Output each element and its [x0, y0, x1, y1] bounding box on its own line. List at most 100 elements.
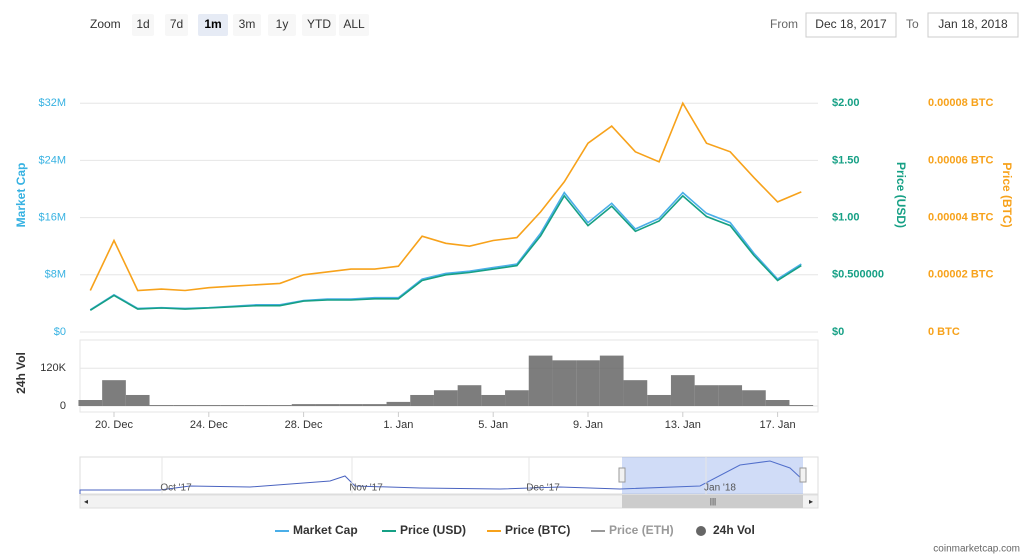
volume-bar: [528, 355, 553, 406]
volume-bar: [268, 405, 292, 406]
volume-bar: [647, 394, 671, 406]
volume-bar: [410, 394, 434, 406]
x-tick-label: 17. Jan: [760, 419, 796, 431]
from-label: From: [770, 17, 798, 31]
scrollbar-grip: |||: [710, 497, 716, 506]
series-line: [89, 194, 802, 311]
x-tick-label: 13. Jan: [665, 419, 701, 431]
volume-bar: [576, 360, 600, 406]
credit: coinmarketcap.com: [933, 544, 1020, 555]
volume-bar: [196, 405, 221, 406]
zoom-button[interactable]: [268, 14, 296, 36]
y-tick-label: $24M: [38, 154, 66, 166]
zoom-button[interactable]: [302, 14, 336, 36]
volume-bar: [694, 385, 719, 406]
zoom-button[interactable]: [233, 14, 261, 36]
volume-bar: [742, 390, 766, 406]
navigator-frame: [79, 456, 819, 495]
y3-axis-title: Price (BTC): [1000, 162, 1014, 227]
legend-label[interactable]: Price (ETH): [609, 523, 674, 537]
scrollbar-thumb[interactable]: [622, 495, 803, 508]
y2-tick-label: $1.50: [832, 154, 860, 166]
series-line: [89, 191, 802, 311]
zoom-button[interactable]: [339, 14, 369, 36]
y3-tick-label: 0.00004 BTC: [928, 212, 993, 224]
zoom-button[interactable]: [132, 14, 154, 36]
navigator-line: [79, 460, 804, 494]
legend-symbol[interactable]: [696, 526, 706, 536]
y2-tick-label: $0.500000: [832, 269, 884, 281]
volume-bar: [244, 405, 269, 406]
volume-tick-label: 120K: [40, 362, 66, 374]
zoom-button-label[interactable]: 1m: [204, 17, 221, 31]
volume-bar: [789, 405, 814, 406]
navigator-handle[interactable]: [618, 467, 626, 483]
navigator-label: Oct '17: [160, 483, 192, 494]
volume-bar: [623, 380, 648, 406]
volume-bar: [552, 360, 577, 406]
volume-bar: [220, 405, 245, 406]
volume-bar: [505, 390, 529, 406]
y2-axis-title: Price (USD): [894, 162, 908, 228]
zoom-button-label[interactable]: YTD: [307, 17, 331, 31]
volume-bar: [481, 394, 506, 406]
y2-tick-label: $1.00: [832, 212, 860, 224]
y-tick-label: $32M: [38, 97, 66, 109]
zoom-button[interactable]: [165, 14, 188, 36]
x-tick-label: 24. Dec: [190, 419, 228, 431]
y-tick-label: $8M: [45, 269, 66, 281]
scroll-left[interactable]: ◂: [84, 497, 88, 506]
zoom-button-label[interactable]: 1y: [276, 17, 289, 31]
y3-tick-label: 0 BTC: [928, 326, 960, 338]
volume-bar: [315, 404, 340, 406]
legend-label[interactable]: Price (USD): [400, 523, 466, 537]
volume-bar: [102, 380, 126, 406]
legend-label[interactable]: Market Cap: [293, 523, 358, 537]
volume-bar: [599, 355, 624, 406]
volume-bar: [291, 404, 316, 406]
volume-tick-label: 0: [60, 400, 66, 412]
y2-tick-label: $0: [832, 326, 844, 338]
volume-bar: [670, 375, 695, 406]
volume-bar: [433, 390, 458, 406]
navigator-handle[interactable]: [799, 467, 807, 483]
zoom-button-label[interactable]: 1d: [136, 17, 149, 31]
from-input[interactable]: [805, 12, 897, 38]
x-tick-label: 9. Jan: [573, 419, 603, 431]
volume-bar: [718, 385, 743, 406]
y-axis-title: Market Cap: [14, 163, 28, 228]
y2-tick-label: $2.00: [832, 97, 860, 109]
legend-label[interactable]: 24h Vol: [713, 523, 755, 537]
to-label: To: [906, 17, 919, 31]
x-tick-label: 20. Dec: [95, 419, 133, 431]
scroll-right[interactable]: ▸: [809, 497, 813, 506]
navigator-label: Nov '17: [349, 483, 383, 494]
volume-frame: [79, 339, 819, 413]
volume-bar: [362, 404, 387, 406]
zoom-button[interactable]: [198, 14, 228, 36]
to-value[interactable]: Jan 18, 2018: [938, 17, 1008, 31]
y-tick-label: $16M: [38, 212, 66, 224]
zoom-label: Zoom: [90, 17, 121, 31]
navigator-label: Dec '17: [526, 483, 560, 494]
volume-axis-title: 24h Vol: [14, 352, 28, 394]
volume-bar: [457, 385, 482, 406]
from-value[interactable]: Dec 18, 2017: [815, 17, 887, 31]
legend-label[interactable]: Price (BTC): [505, 523, 570, 537]
series-line: [89, 101, 802, 292]
y3-tick-label: 0.00008 BTC: [928, 97, 993, 109]
volume-bar: [173, 405, 197, 406]
zoom-button-label[interactable]: 7d: [170, 17, 183, 31]
y3-tick-label: 0.00006 BTC: [928, 154, 993, 166]
zoom-button-label[interactable]: ALL: [343, 17, 365, 31]
to-input[interactable]: [927, 12, 1019, 38]
x-tick-label: 28. Dec: [285, 419, 323, 431]
volume-bar: [78, 400, 103, 406]
zoom-button-label[interactable]: 3m: [239, 17, 256, 31]
navigator-selection[interactable]: [622, 457, 803, 494]
x-tick-label: 1. Jan: [383, 419, 413, 431]
volume-bar: [339, 404, 363, 406]
x-tick-label: 5. Jan: [478, 419, 508, 431]
y3-tick-label: 0.00002 BTC: [928, 269, 993, 281]
